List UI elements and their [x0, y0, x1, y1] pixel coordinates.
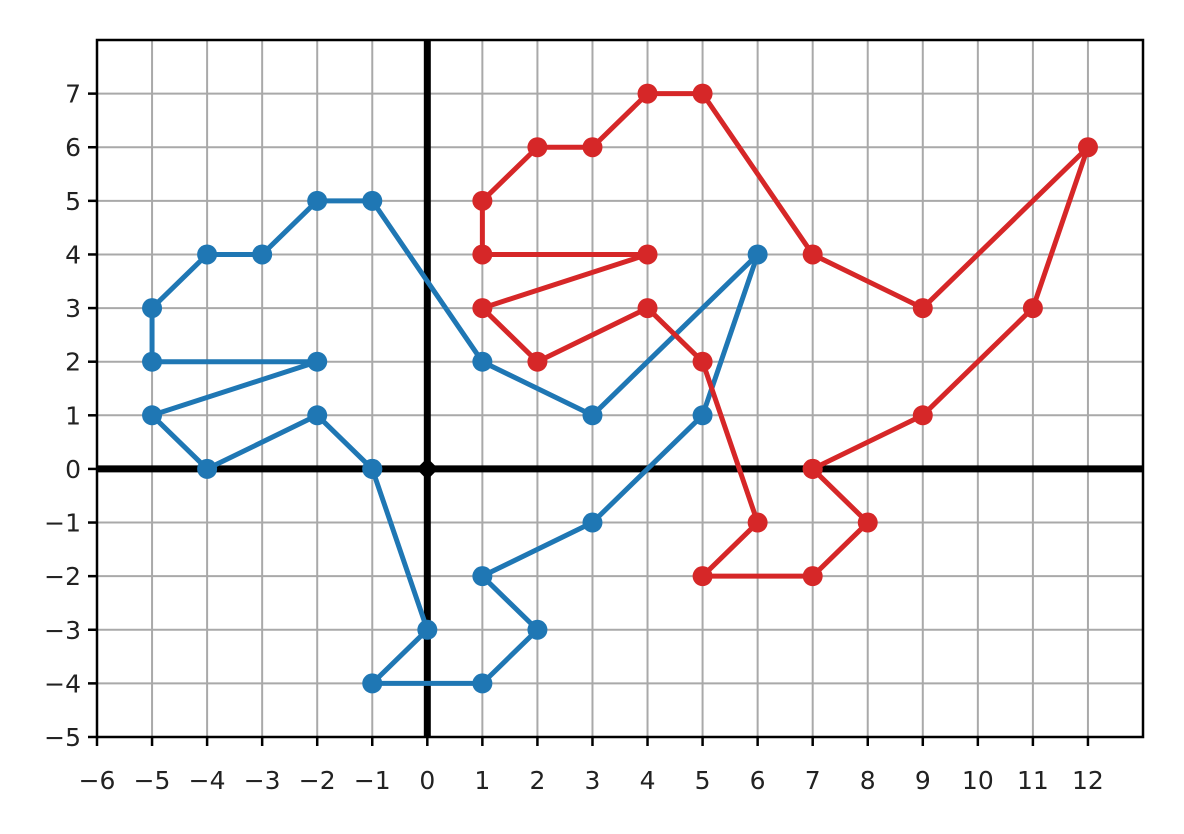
data-point	[637, 298, 658, 319]
data-point	[582, 512, 603, 533]
data-point	[802, 244, 823, 265]
data-point	[1077, 137, 1098, 158]
x-tick-label: −1	[354, 766, 391, 795]
data-point	[362, 190, 383, 211]
series-layer	[142, 83, 1098, 694]
y-tick-label: 7	[65, 80, 81, 109]
x-tick-label: 1	[474, 766, 490, 795]
data-point	[527, 619, 548, 640]
x-tick-label: 7	[805, 766, 821, 795]
data-point	[472, 673, 493, 694]
data-point	[802, 566, 823, 587]
y-tick-label: 4	[65, 240, 81, 269]
data-point	[362, 673, 383, 694]
data-point	[307, 190, 328, 211]
y-tick-label: 0	[65, 455, 81, 484]
grid-lines	[96, 39, 1144, 738]
data-point	[912, 298, 933, 319]
x-tick-label: 6	[750, 766, 766, 795]
data-point	[197, 244, 218, 265]
data-point	[252, 244, 273, 265]
y-tick-label: 5	[65, 187, 81, 216]
y-tick-label: 6	[65, 133, 81, 162]
x-tick-label: 0	[419, 766, 435, 795]
x-tick-label: −4	[189, 766, 226, 795]
data-point	[307, 351, 328, 372]
x-tick-label: −2	[299, 766, 336, 795]
data-point	[527, 351, 548, 372]
x-tick-label: 8	[860, 766, 876, 795]
data-point	[142, 298, 163, 319]
y-tick-label: 1	[65, 401, 81, 430]
x-tick-label: 11	[1017, 766, 1049, 795]
data-point	[362, 458, 383, 479]
tick-marks	[88, 92, 1090, 746]
data-point	[142, 351, 163, 372]
y-tick-label: 3	[65, 294, 81, 323]
data-point	[692, 566, 713, 587]
series-2	[472, 83, 1098, 587]
data-point	[1022, 298, 1043, 319]
data-point	[637, 244, 658, 265]
tick-labels: −6 −5 −4 −3 −2 −1 0 1 2 3 4 5 6 7 8 9 10 11 12−5−4−3−2−101…	[44, 80, 1104, 795]
x-tick-label: −3	[244, 766, 281, 795]
x-tick-label: 3	[585, 766, 601, 795]
series-line	[149, 198, 761, 686]
data-point	[197, 458, 218, 479]
data-point	[472, 244, 493, 265]
x-tick-label: 5	[695, 766, 711, 795]
y-tick-label: −2	[44, 562, 81, 591]
data-point	[527, 137, 548, 158]
data-point	[472, 190, 493, 211]
y-tick-label: −5	[44, 723, 81, 752]
data-point	[472, 566, 493, 587]
data-point	[692, 351, 713, 372]
data-point	[307, 405, 328, 426]
plot-frame	[95, 38, 1145, 739]
x-tick-label: 2	[529, 766, 545, 795]
data-point	[692, 405, 713, 426]
data-point	[472, 298, 493, 319]
x-tick-label: 10	[962, 766, 994, 795]
x-tick-label: 12	[1072, 766, 1104, 795]
origin-marker	[416, 457, 439, 480]
data-point	[747, 244, 768, 265]
data-point	[747, 512, 768, 533]
data-point	[582, 405, 603, 426]
data-point	[912, 405, 933, 426]
y-tick-label: −4	[44, 669, 81, 698]
data-point	[692, 83, 713, 104]
data-point	[857, 512, 878, 533]
data-point	[637, 83, 658, 104]
x-tick-label: 4	[640, 766, 656, 795]
y-tick-label: 2	[65, 348, 81, 377]
y-tick-label: −1	[44, 509, 81, 538]
x-tick-label: −6	[79, 766, 116, 795]
x-tick-label: 9	[915, 766, 931, 795]
data-point	[582, 137, 603, 158]
data-point	[142, 405, 163, 426]
data-point	[472, 351, 493, 372]
y-tick-label: −3	[44, 616, 81, 645]
data-point	[417, 619, 438, 640]
x-tick-label: −5	[134, 766, 171, 795]
data-point	[802, 458, 823, 479]
series-1	[142, 190, 768, 694]
series-line	[479, 91, 1091, 579]
